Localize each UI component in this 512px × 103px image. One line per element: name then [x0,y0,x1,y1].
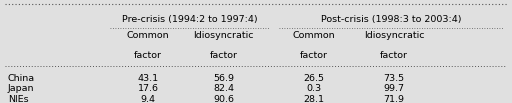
Text: 0.3: 0.3 [306,84,321,93]
Text: 43.1: 43.1 [138,74,159,83]
Text: 99.7: 99.7 [383,84,404,93]
Text: factor: factor [300,52,328,60]
Text: 28.1: 28.1 [303,95,324,103]
Text: 9.4: 9.4 [141,95,156,103]
Text: 90.6: 90.6 [213,95,234,103]
Text: 56.9: 56.9 [213,74,234,83]
Text: NIEs: NIEs [8,95,28,103]
Text: Common: Common [127,31,169,40]
Text: 82.4: 82.4 [213,84,234,93]
Text: 73.5: 73.5 [383,74,404,83]
Text: 17.6: 17.6 [138,84,159,93]
Text: Japan: Japan [8,84,34,93]
Text: factor: factor [380,52,408,60]
Text: Post-crisis (1998:3 to 2003:4): Post-crisis (1998:3 to 2003:4) [321,15,462,24]
Text: Idiosyncratic: Idiosyncratic [193,31,253,40]
Text: 26.5: 26.5 [303,74,324,83]
Text: Pre-crisis (1994:2 to 1997:4): Pre-crisis (1994:2 to 1997:4) [122,15,258,24]
Text: Common: Common [292,31,335,40]
Text: Idiosyncratic: Idiosyncratic [364,31,424,40]
Text: factor: factor [134,52,162,60]
Text: China: China [8,74,35,83]
Text: factor: factor [209,52,238,60]
Text: 71.9: 71.9 [383,95,404,103]
